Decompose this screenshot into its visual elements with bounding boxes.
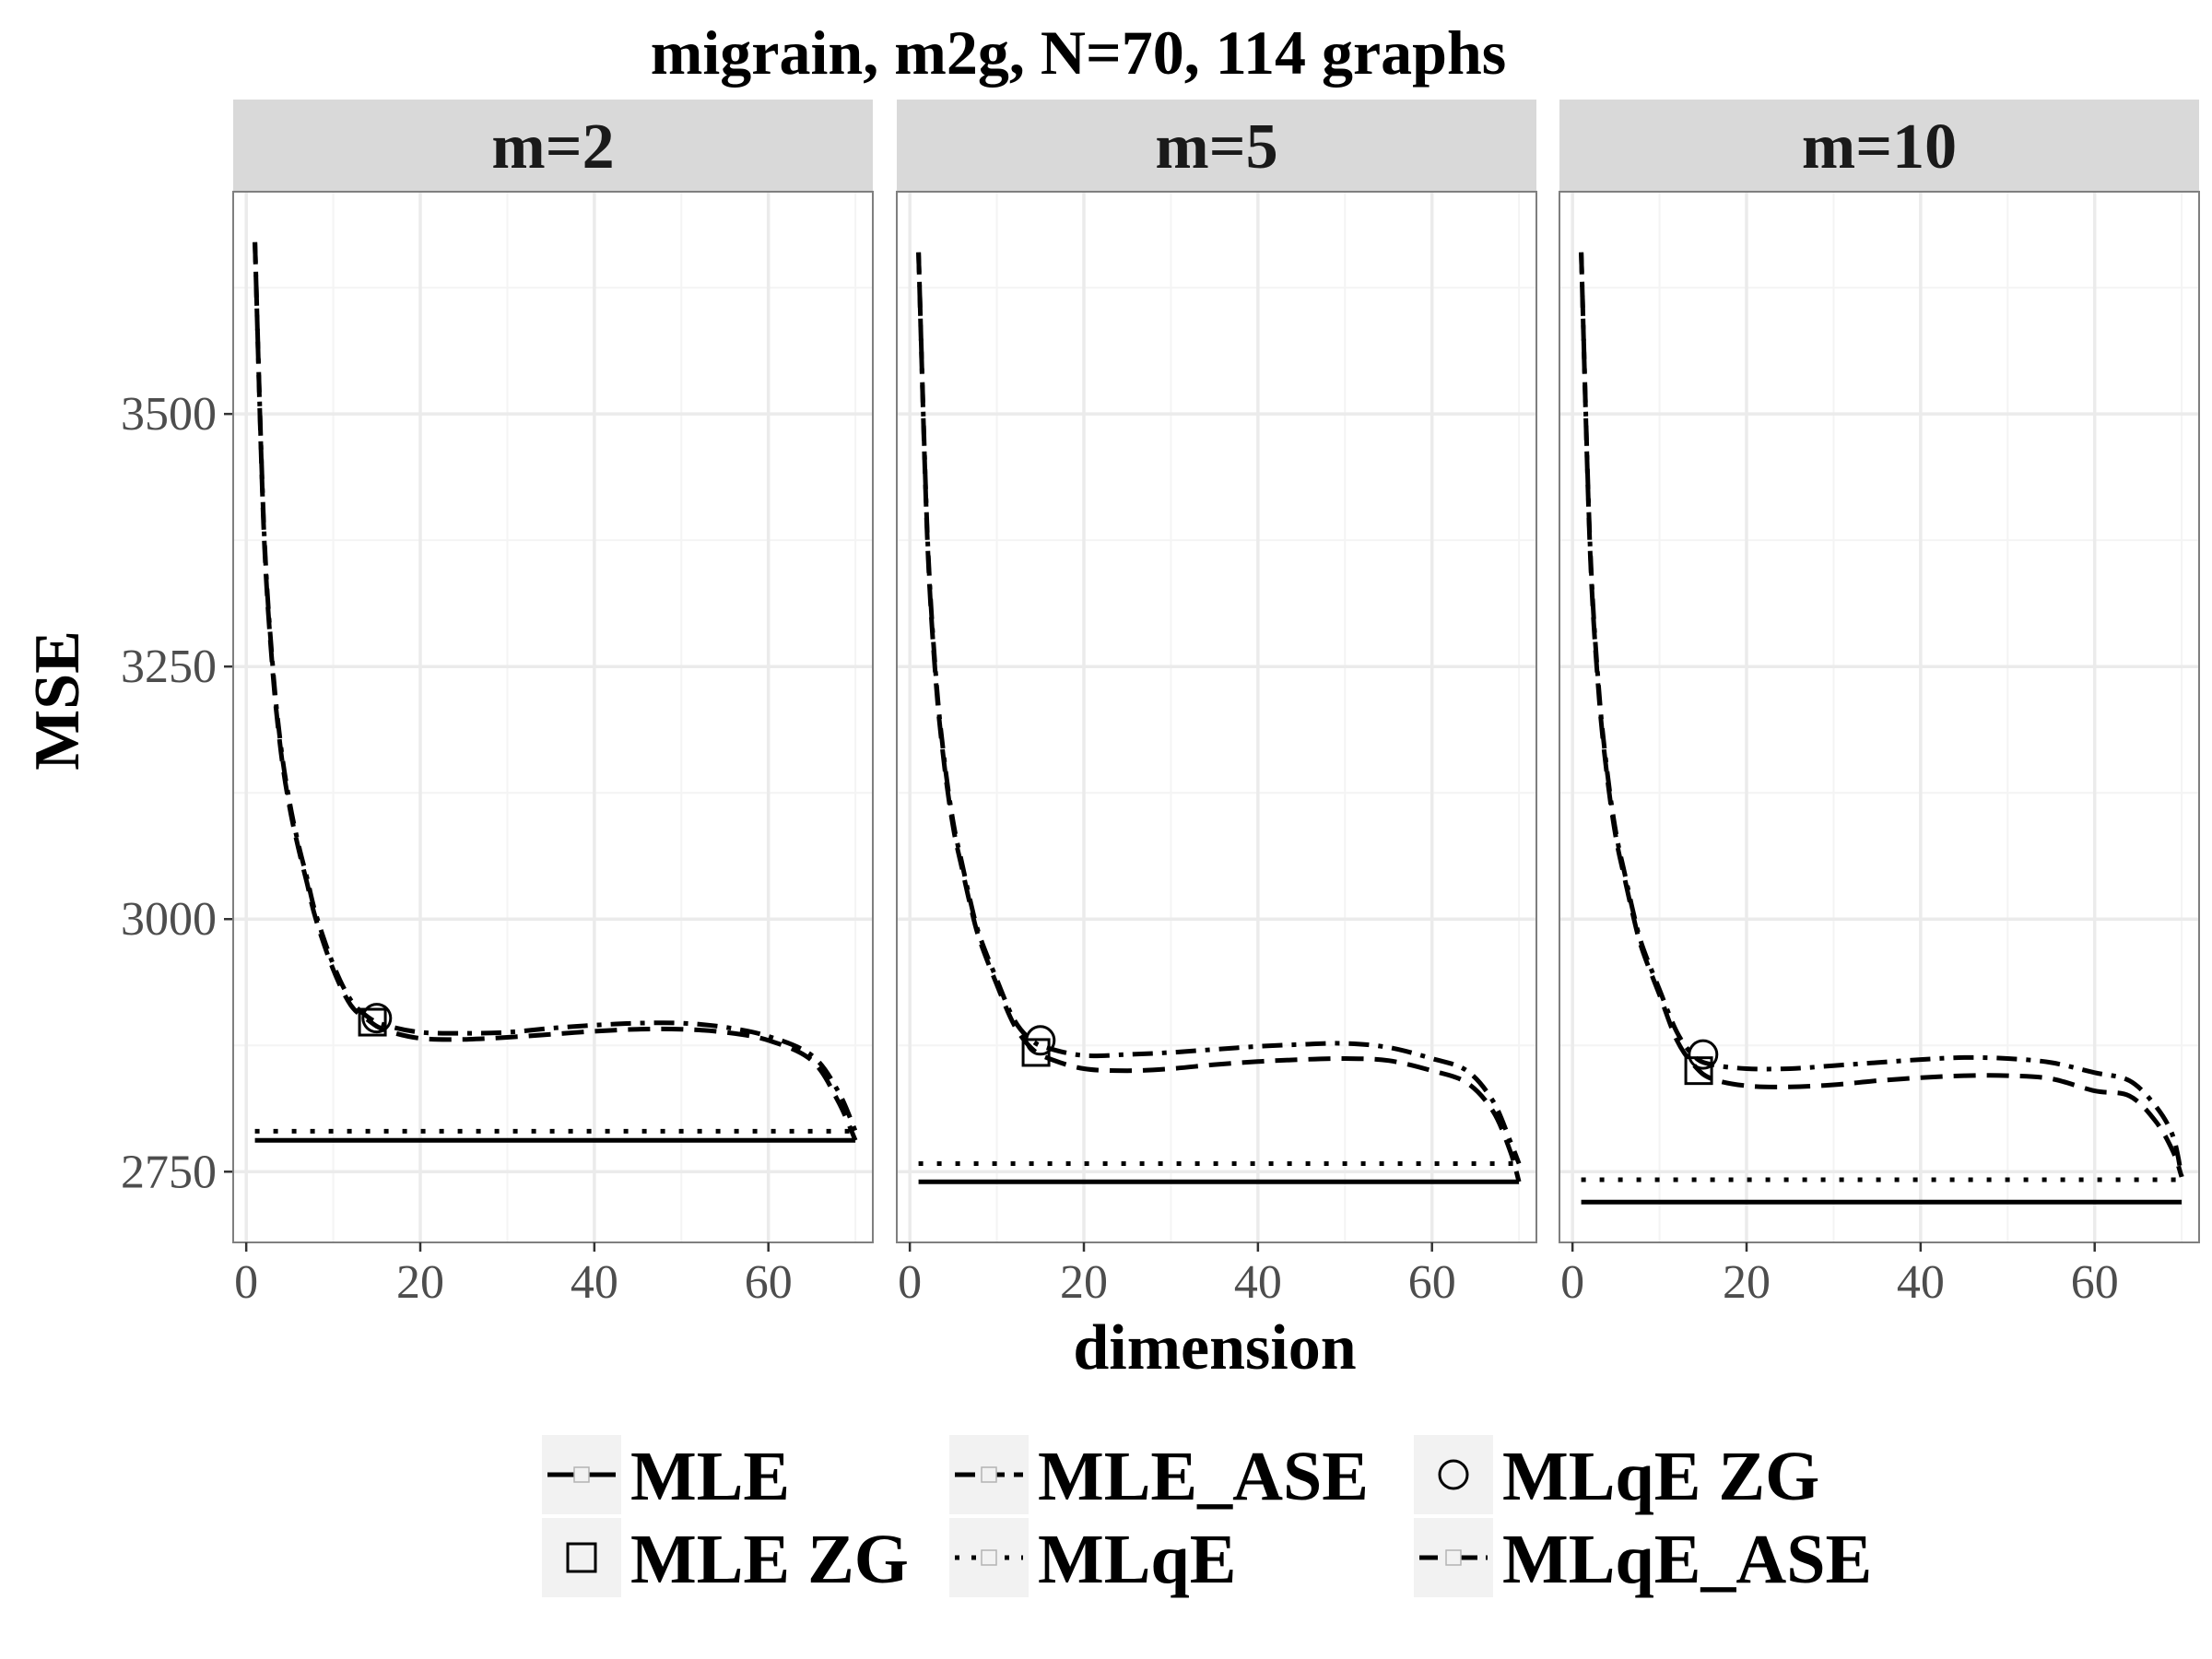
- x-tick-label: 40: [1897, 1256, 1945, 1309]
- marker-mlqe-zg: [1025, 1025, 1056, 1056]
- series-line-mle-ase: [253, 241, 858, 1142]
- legend-label: MLE_ASE: [1038, 1438, 1369, 1515]
- facet-strip-label: m=2: [491, 112, 614, 182]
- legend-label: MLqE ZG: [1502, 1438, 1819, 1515]
- panel-border: [1559, 191, 2200, 1243]
- legend-item-mle: MLE: [542, 1435, 790, 1515]
- marker-mlqe-zg: [361, 1003, 393, 1034]
- panel-m-10: m=10 0 20 40 60: [1559, 100, 2200, 1309]
- series-group: [1579, 252, 2184, 1205]
- y-tick-label: 3500: [121, 388, 217, 441]
- marker-mle-zg: [358, 1007, 387, 1037]
- plot-area: [233, 192, 873, 1242]
- gridlines: [233, 192, 873, 1242]
- chart-title: migrain, m2g, N=70, 114 graphs: [651, 18, 1506, 88]
- legend-key: [542, 1518, 621, 1597]
- facet-strip: [1559, 100, 2199, 192]
- x-tick-label: 0: [234, 1256, 258, 1309]
- y-axis: 2750 3000 3250 3500: [121, 388, 233, 1198]
- y-axis-title: MSE: [22, 630, 93, 771]
- plot-area: [1559, 192, 2199, 1242]
- legend-small-square: [573, 1466, 590, 1483]
- panel-m-5: m=5 0 20 40 60: [896, 100, 1537, 1309]
- gridlines: [1559, 192, 2199, 1242]
- marker-mle-zg: [1684, 1056, 1713, 1086]
- legend-small-square: [981, 1466, 997, 1483]
- legend-item-mlqe-ase: MLqE_ASE: [1414, 1518, 1872, 1598]
- legend-small-square: [981, 1549, 997, 1566]
- x-axis: 0 20 40 60: [234, 1242, 793, 1309]
- x-tick-label: 60: [2071, 1256, 2119, 1309]
- x-tick-label: 20: [1060, 1256, 1108, 1309]
- x-tick-label: 40: [571, 1256, 618, 1309]
- x-axis: 0 20 40 60: [1560, 1242, 2119, 1309]
- x-tick-label: 60: [745, 1256, 793, 1309]
- legend-label: MLE ZG: [630, 1521, 909, 1598]
- y-tick-label: 3250: [121, 641, 217, 693]
- panel-border: [896, 191, 1537, 1243]
- legend-item-mle-zg: MLE ZG: [542, 1518, 909, 1598]
- legend-label: MLqE_ASE: [1502, 1521, 1872, 1598]
- panel-border: [232, 191, 874, 1243]
- panel-m-2: m=2 0 20 40 60: [232, 100, 874, 1309]
- x-tick-label: 20: [1723, 1256, 1771, 1309]
- legend-square-marker: [566, 1542, 597, 1573]
- legend-item-mlqe-zg: MLqE ZG: [1414, 1435, 1819, 1515]
- y-tick-label: 3000: [121, 893, 217, 946]
- series-group: [253, 241, 858, 1143]
- legend-item-mle-ase: MLE_ASE: [949, 1435, 1369, 1515]
- facet-strip-label: m=10: [1802, 112, 1957, 182]
- legend-label: MLqE: [1038, 1521, 1236, 1598]
- plot-area: [897, 192, 1536, 1242]
- facet-strip: [897, 100, 1536, 192]
- facet-strip-label: m=5: [1155, 112, 1277, 182]
- x-tick-label: 20: [396, 1256, 444, 1309]
- marker-mlqe-zg: [1688, 1039, 1719, 1070]
- legend-small-square: [1445, 1549, 1462, 1566]
- series-line-mle-ase: [1579, 252, 2184, 1178]
- x-axis-title: dimension: [1073, 1312, 1356, 1383]
- series-group: [916, 252, 1522, 1184]
- facet-strip: [233, 100, 873, 192]
- legend-circle-marker: [1438, 1459, 1469, 1490]
- legend-key: [1414, 1435, 1493, 1514]
- legend-label: MLE: [630, 1438, 790, 1515]
- legend-item-mlqe: MLqE: [949, 1518, 1236, 1598]
- x-tick-label: 0: [898, 1256, 922, 1309]
- x-tick-label: 0: [1560, 1256, 1584, 1309]
- y-tick-label: 2750: [121, 1146, 217, 1198]
- x-tick-label: 40: [1234, 1256, 1282, 1309]
- x-tick-label: 60: [1408, 1256, 1456, 1309]
- x-axis: 0 20 40 60: [898, 1242, 1456, 1309]
